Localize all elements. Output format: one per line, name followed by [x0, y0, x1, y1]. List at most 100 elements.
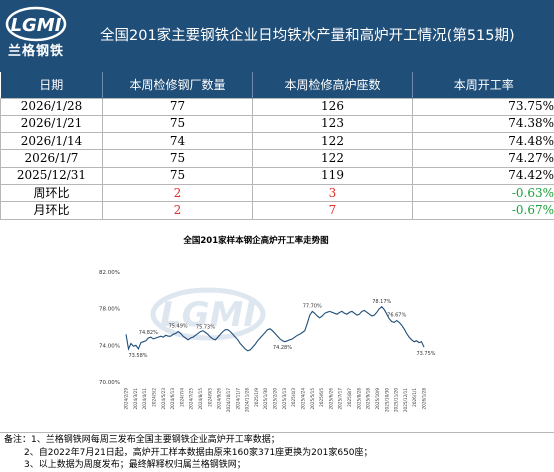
- y-tick-label: 82.00%: [99, 270, 120, 276]
- table-row: 2026/1/21 75 123 74.38%: [0, 114, 554, 134]
- x-tick-label: 2025/7/17: [338, 388, 343, 410]
- row-furnaces: 122: [252, 149, 413, 168]
- x-tick-label: 2024/2/29: [124, 388, 129, 410]
- row-plants: 74: [102, 132, 253, 151]
- x-tick-label: 2025/2/20: [273, 388, 278, 410]
- x-tick-label: 2025/10/9: [375, 388, 380, 410]
- row-date: 2026/1/7: [0, 149, 103, 168]
- data-label: 75.73%: [196, 325, 215, 331]
- table-row: 2026/1/28 77 126 73.75%: [0, 97, 554, 116]
- x-tick-label: 2025/6/26: [328, 388, 333, 410]
- row-rate: 74.48%: [412, 132, 554, 151]
- row-date: 2026/1/14: [0, 132, 103, 151]
- month-over-month-row: 月环比 2 7 -0.67%: [0, 201, 554, 220]
- x-tick-label: 2025/9/18: [366, 388, 371, 410]
- data-label: 73.75%: [416, 351, 435, 357]
- wow-plants: 2: [102, 183, 253, 203]
- mom-label: 月环比: [0, 201, 103, 220]
- y-tick-label: 78.00%: [99, 307, 120, 313]
- row-furnaces: 122: [252, 132, 413, 151]
- row-plants: 75: [102, 166, 253, 185]
- x-tick-label: 2024/11/28: [245, 388, 250, 412]
- row-rate: 73.75%: [412, 97, 554, 116]
- data-label: 74.82%: [139, 330, 158, 336]
- footnotes: 备注：1、兰格钢铁网每周三发布全国主要钢铁企业高炉开工率数据； 2、自2022年…: [0, 432, 554, 472]
- x-tick-label: 2025/8/7: [347, 388, 352, 407]
- row-rate: 74.38%: [412, 114, 554, 134]
- header-date: 日期: [0, 72, 103, 98]
- x-tick-label: 2024/4/11: [142, 388, 147, 410]
- header-plants: 本周检修钢厂数量: [102, 72, 253, 98]
- row-furnaces: 123: [252, 114, 413, 134]
- x-tick-label: 2025/5/15: [310, 388, 315, 410]
- header-rate: 本周开工率: [412, 72, 554, 98]
- x-tick-label: 2025/3/13: [282, 388, 287, 410]
- row-rate: 74.27%: [412, 149, 554, 168]
- x-tick-label: 2024/5/23: [161, 388, 166, 410]
- series-line: [125, 306, 425, 352]
- x-tick-label: 2024/7/4: [179, 388, 184, 407]
- row-rate: 74.42%: [412, 166, 554, 185]
- x-tick-label: 2025/1/9: [254, 388, 259, 407]
- x-tick-label: 2024/5/2: [151, 388, 156, 407]
- data-label: 78.17%: [372, 299, 391, 305]
- x-tick-label: 2025/1/30: [263, 388, 268, 410]
- x-tick-label: 2025/12/11: [403, 388, 408, 412]
- row-furnaces: 119: [252, 166, 413, 185]
- x-tick-label: 2025/4/24: [300, 388, 305, 410]
- row-date: 2025/12/31: [0, 166, 103, 185]
- wow-rate: -0.63%: [412, 183, 554, 203]
- row-furnaces: 126: [252, 97, 413, 116]
- y-tick-label: 70.00%: [99, 380, 120, 386]
- x-tick-label: 2025/10/30: [384, 388, 389, 412]
- data-label: 76.67%: [387, 313, 406, 319]
- x-tick-label: 2025/4/3: [291, 388, 296, 407]
- chart-title: 全国201家样本钢企高炉开工率走势图: [182, 235, 328, 246]
- utilization-chart: 全国201家样本钢企高炉开工率走势图 LGMI 82.00% 78.00% 74.0…: [0, 222, 554, 432]
- chart-watermark: LGMI: [150, 287, 266, 341]
- wow-label: 周环比: [0, 183, 103, 203]
- x-tick-label: 2026/1/28: [422, 388, 427, 410]
- utilization-chart-svg: 全国201家样本钢企高炉开工率走势图 LGMI 82.00% 78.00% 74.0…: [99, 235, 436, 412]
- table-row: 2025/12/31 75 119 74.42%: [0, 166, 554, 185]
- note-line: 备注：1、兰格钢铁网每周三发布全国主要钢铁企业高炉开工率数据；: [4, 435, 280, 445]
- x-tick-label: 2024/9/5: [207, 388, 212, 407]
- data-label: 73.58%: [128, 353, 147, 359]
- table-row: 2026/1/7 75 122 74.27%: [0, 149, 554, 168]
- data-label: 75.49%: [169, 324, 188, 330]
- logo-text: LGMI: [11, 15, 62, 36]
- mom-plants: 2: [102, 201, 253, 220]
- data-label: 74.28%: [273, 345, 292, 351]
- report-header: LGMI 兰格钢铁 全国201家主要钢铁企业日均铁水产量和高炉开工情况(第515…: [0, 0, 554, 72]
- lgmi-logo: LGMI: [4, 4, 68, 68]
- x-tick-label: 2025/8/28: [356, 388, 361, 410]
- x-tick-label: 2024/6/13: [170, 388, 175, 410]
- mom-furnaces: 7: [252, 201, 413, 220]
- watermark-text: LGMI: [160, 295, 256, 335]
- logo-chinese-name: 兰格钢铁: [7, 44, 64, 59]
- x-tick-label: 2025/11/20: [394, 388, 399, 412]
- note-line: 2、自2022年7月21日起，高炉开工样本数据由原来160家371座更换为201…: [24, 447, 373, 458]
- x-tick-label: 2024/8/15: [198, 388, 203, 410]
- x-tick-label: 2024/9/26: [217, 388, 222, 410]
- x-tick-label: 2024/11/7: [235, 388, 240, 410]
- row-plants: 75: [102, 114, 253, 134]
- blast-furnace-table: 日期 本周检修钢厂数量 本周检修高炉座数 本周开工率 2026/1/28 77 …: [0, 72, 554, 220]
- wow-furnaces: 3: [252, 183, 413, 203]
- row-plants: 75: [102, 149, 253, 168]
- week-over-week-row: 周环比 2 3 -0.63%: [0, 183, 554, 203]
- x-tick-label: 2024/7/25: [189, 388, 194, 410]
- x-tick-label: 2026/1/1: [412, 388, 417, 407]
- y-tick-label: 74.00%: [99, 343, 120, 349]
- note-line: 3、以上数据为周度发布；最终解释权归属兰格钢铁网；: [24, 460, 246, 470]
- x-tick-label: 2024/3/21: [133, 388, 138, 410]
- x-tick-label: 2025/6/5: [319, 388, 324, 407]
- mom-rate: -0.67%: [412, 201, 554, 220]
- row-date: 2026/1/28: [0, 97, 103, 116]
- row-date: 2026/1/21: [0, 114, 103, 134]
- row-plants: 77: [102, 97, 253, 116]
- x-tick-label: 2024/10/17: [226, 388, 231, 412]
- report-title: 全国201家主要钢铁企业日均铁水产量和高炉开工情况(第515期): [100, 28, 515, 44]
- header-furnaces: 本周检修高炉座数: [252, 72, 413, 98]
- table-row: 2026/1/14 74 122 74.48%: [0, 132, 554, 151]
